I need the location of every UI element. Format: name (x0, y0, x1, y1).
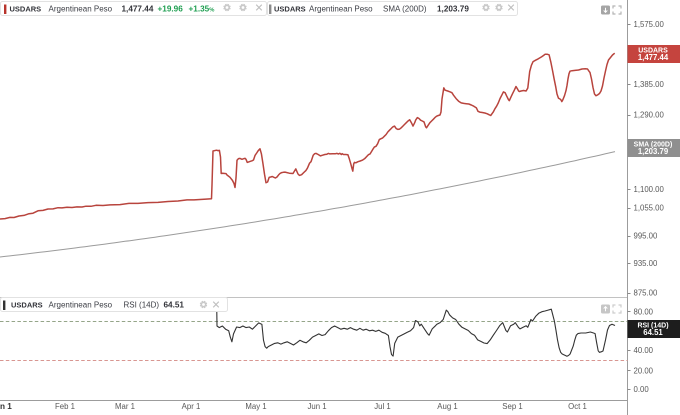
svg-text:80.00: 80.00 (634, 307, 654, 316)
svg-text:875.00: 875.00 (634, 289, 659, 298)
svg-text:1,203.79: 1,203.79 (638, 147, 669, 156)
svg-text:1,477.44: 1,477.44 (122, 5, 154, 14)
svg-text:935.00: 935.00 (634, 259, 659, 268)
svg-text:n 1: n 1 (0, 402, 12, 411)
svg-text:Argentinean Peso: Argentinean Peso (49, 5, 113, 14)
svg-text:RSI (14D): RSI (14D) (124, 301, 160, 310)
svg-text:64.51: 64.51 (643, 328, 663, 337)
svg-text:1,385.00: 1,385.00 (634, 80, 665, 89)
svg-text:1,575.00: 1,575.00 (634, 20, 665, 29)
svg-text:May 1: May 1 (245, 402, 266, 411)
svg-text:USDARS: USDARS (11, 301, 43, 310)
svg-text:SMA (200D): SMA (200D) (634, 142, 673, 149)
svg-text:1,055.00: 1,055.00 (634, 204, 665, 213)
svg-text:Jun 1: Jun 1 (307, 402, 326, 411)
svg-text:1,100.00: 1,100.00 (634, 185, 665, 194)
svg-text:Feb 1: Feb 1 (55, 402, 75, 411)
svg-text:40.00: 40.00 (634, 346, 654, 355)
svg-text:Argentinean Peso: Argentinean Peso (309, 5, 373, 14)
svg-text:+1.35%: +1.35% (189, 5, 215, 14)
svg-text:Argentinean Peso: Argentinean Peso (49, 301, 113, 310)
svg-text:Sep 1: Sep 1 (502, 402, 522, 411)
svg-text:0.00: 0.00 (634, 385, 650, 394)
svg-text:1,290.00: 1,290.00 (634, 111, 665, 120)
svg-text:Aug 1: Aug 1 (437, 402, 457, 411)
svg-text:USDARS: USDARS (638, 48, 668, 55)
svg-text:20.00: 20.00 (634, 366, 654, 375)
svg-text:995.00: 995.00 (634, 232, 659, 241)
svg-text:SMA (200D): SMA (200D) (383, 5, 427, 14)
svg-text:USDARS: USDARS (274, 5, 306, 14)
svg-text:1,203.79: 1,203.79 (437, 5, 469, 14)
svg-text:64.51: 64.51 (164, 301, 185, 310)
svg-text:Apr 1: Apr 1 (182, 402, 201, 411)
svg-text:Jul 1: Jul 1 (374, 402, 390, 411)
svg-text:1,477.44: 1,477.44 (638, 53, 669, 62)
svg-text:RSI (14D): RSI (14D) (637, 323, 668, 330)
svg-text:Mar 1: Mar 1 (115, 402, 135, 411)
svg-text:Oct 1: Oct 1 (568, 402, 587, 411)
svg-text:+19.96: +19.96 (158, 5, 184, 14)
svg-text:USDARS: USDARS (10, 5, 42, 14)
